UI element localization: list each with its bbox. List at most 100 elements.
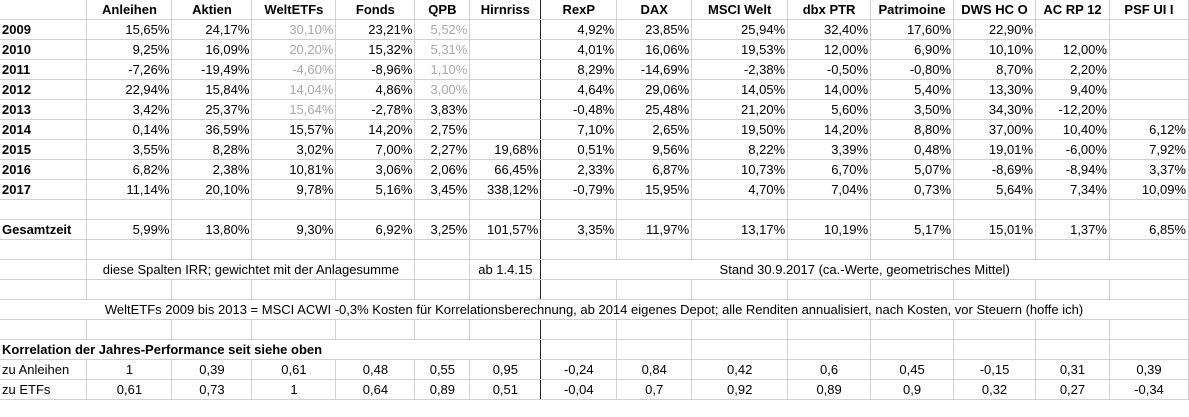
correlation-cell[interactable]: 0,27: [1035, 379, 1110, 400]
empty-cell[interactable]: [540, 319, 618, 340]
column-header[interactable]: Fonds: [335, 0, 416, 20]
empty-cell[interactable]: [0, 239, 88, 260]
value-cell[interactable]: 0,14%: [86, 119, 173, 140]
value-cell[interactable]: 14,20%: [335, 119, 416, 140]
empty-cell[interactable]: [691, 319, 789, 340]
empty-cell[interactable]: [414, 279, 471, 300]
empty-cell[interactable]: [414, 319, 471, 340]
value-cell[interactable]: 0,48%: [870, 139, 955, 160]
value-cell[interactable]: 30,10%: [251, 19, 337, 40]
column-header[interactable]: MSCI Welt: [691, 0, 789, 20]
correlation-cell[interactable]: 0,6: [787, 359, 872, 380]
correlation-cell[interactable]: -0,15: [953, 359, 1036, 380]
value-cell[interactable]: -6,00%: [1035, 139, 1110, 160]
value-cell[interactable]: 22,94%: [86, 79, 173, 100]
empty-cell[interactable]: [1109, 199, 1189, 220]
year-label[interactable]: 2013: [0, 99, 88, 120]
empty-cell[interactable]: [335, 279, 416, 300]
empty-cell[interactable]: [469, 279, 542, 300]
irr-note[interactable]: diese Spalten IRR; gewichtet mit der Anl…: [86, 259, 416, 280]
total-label[interactable]: Gesamtzeit: [0, 219, 88, 240]
value-cell[interactable]: 15,57%: [251, 119, 337, 140]
value-cell[interactable]: 14,04%: [251, 79, 337, 100]
value-cell[interactable]: 5,52%: [414, 19, 471, 40]
total-cell[interactable]: 13,80%: [171, 219, 253, 240]
empty-cell[interactable]: [0, 259, 88, 280]
value-cell[interactable]: 6,87%: [616, 159, 693, 180]
value-cell[interactable]: 19,01%: [953, 139, 1036, 160]
empty-cell[interactable]: [1035, 279, 1110, 300]
value-cell[interactable]: -8,96%: [335, 59, 416, 80]
column-header[interactable]: Anleihen: [86, 0, 173, 20]
empty-cell[interactable]: [870, 279, 955, 300]
correlation-cell[interactable]: 0,9: [870, 379, 955, 400]
year-label[interactable]: 2009: [0, 19, 88, 40]
total-cell[interactable]: 5,99%: [86, 219, 173, 240]
empty-cell[interactable]: [1109, 319, 1189, 340]
value-cell[interactable]: 8,80%: [870, 119, 955, 140]
value-cell[interactable]: 0,51%: [540, 139, 618, 160]
value-cell[interactable]: 7,10%: [540, 119, 618, 140]
value-cell[interactable]: 1,10%: [414, 59, 471, 80]
empty-cell[interactable]: [469, 199, 542, 220]
value-cell[interactable]: 4,01%: [540, 39, 618, 60]
value-cell[interactable]: 3,37%: [1109, 159, 1189, 180]
empty-cell[interactable]: [1035, 239, 1110, 260]
empty-cell[interactable]: [0, 199, 88, 220]
value-cell[interactable]: 11,14%: [86, 179, 173, 200]
correlation-cell[interactable]: -0,24: [540, 359, 618, 380]
empty-cell[interactable]: [469, 319, 542, 340]
correlation-cell[interactable]: 0,7: [616, 379, 693, 400]
value-cell[interactable]: 37,00%: [953, 119, 1036, 140]
value-cell[interactable]: 10,40%: [1035, 119, 1110, 140]
value-cell[interactable]: -0,48%: [540, 99, 618, 120]
correlation-cell[interactable]: 0,42: [691, 359, 789, 380]
value-cell[interactable]: 12,00%: [787, 39, 872, 60]
value-cell[interactable]: 20,20%: [251, 39, 337, 60]
empty-cell[interactable]: [787, 199, 872, 220]
correlation-cell[interactable]: -0,34: [1109, 379, 1189, 400]
empty-cell[interactable]: [251, 319, 337, 340]
empty-cell[interactable]: [870, 199, 955, 220]
value-cell[interactable]: 3,83%: [414, 99, 471, 120]
correlation-cell[interactable]: 0,45: [870, 359, 955, 380]
value-cell[interactable]: 5,16%: [335, 179, 416, 200]
column-header[interactable]: RexP: [540, 0, 618, 20]
empty-cell[interactable]: [414, 199, 471, 220]
value-cell[interactable]: -4,60%: [251, 59, 337, 80]
total-cell[interactable]: 10,19%: [787, 219, 872, 240]
value-cell[interactable]: 3,55%: [86, 139, 173, 160]
value-cell[interactable]: -2,38%: [691, 59, 789, 80]
total-cell[interactable]: 101,57%: [469, 219, 542, 240]
value-cell[interactable]: [469, 119, 542, 140]
value-cell[interactable]: [469, 99, 542, 120]
empty-cell[interactable]: [787, 319, 872, 340]
value-cell[interactable]: 15,95%: [616, 179, 693, 200]
empty-cell[interactable]: [86, 319, 173, 340]
value-cell[interactable]: [469, 79, 542, 100]
value-cell[interactable]: -7,26%: [86, 59, 173, 80]
value-cell[interactable]: 2,38%: [171, 159, 253, 180]
value-cell[interactable]: 3,50%: [870, 99, 955, 120]
value-cell[interactable]: 4,70%: [691, 179, 789, 200]
value-cell[interactable]: 25,48%: [616, 99, 693, 120]
value-cell[interactable]: 29,06%: [616, 79, 693, 100]
correlation-cell[interactable]: 0,55: [414, 359, 471, 380]
value-cell[interactable]: 7,92%: [1109, 139, 1189, 160]
empty-cell[interactable]: [691, 199, 789, 220]
column-header[interactable]: AC RP 12: [1035, 0, 1110, 20]
value-cell[interactable]: 19,68%: [469, 139, 542, 160]
value-cell[interactable]: 24,17%: [171, 19, 253, 40]
empty-cell[interactable]: [953, 199, 1036, 220]
total-cell[interactable]: 15,01%: [953, 219, 1036, 240]
empty-cell[interactable]: [1109, 279, 1189, 300]
value-cell[interactable]: 2,06%: [414, 159, 471, 180]
value-cell[interactable]: -8,94%: [1035, 159, 1110, 180]
weltetfs-note[interactable]: WeltETFs 2009 bis 2013 = MSCI ACWI -0,3%…: [0, 299, 1189, 320]
value-cell[interactable]: 15,64%: [251, 99, 337, 120]
correlation-cell[interactable]: 0,39: [1109, 359, 1189, 380]
value-cell[interactable]: 25,94%: [691, 19, 789, 40]
value-cell[interactable]: 9,40%: [1035, 79, 1110, 100]
column-header[interactable]: Hirnriss: [469, 0, 542, 20]
correlation-cell[interactable]: 0,89: [787, 379, 872, 400]
